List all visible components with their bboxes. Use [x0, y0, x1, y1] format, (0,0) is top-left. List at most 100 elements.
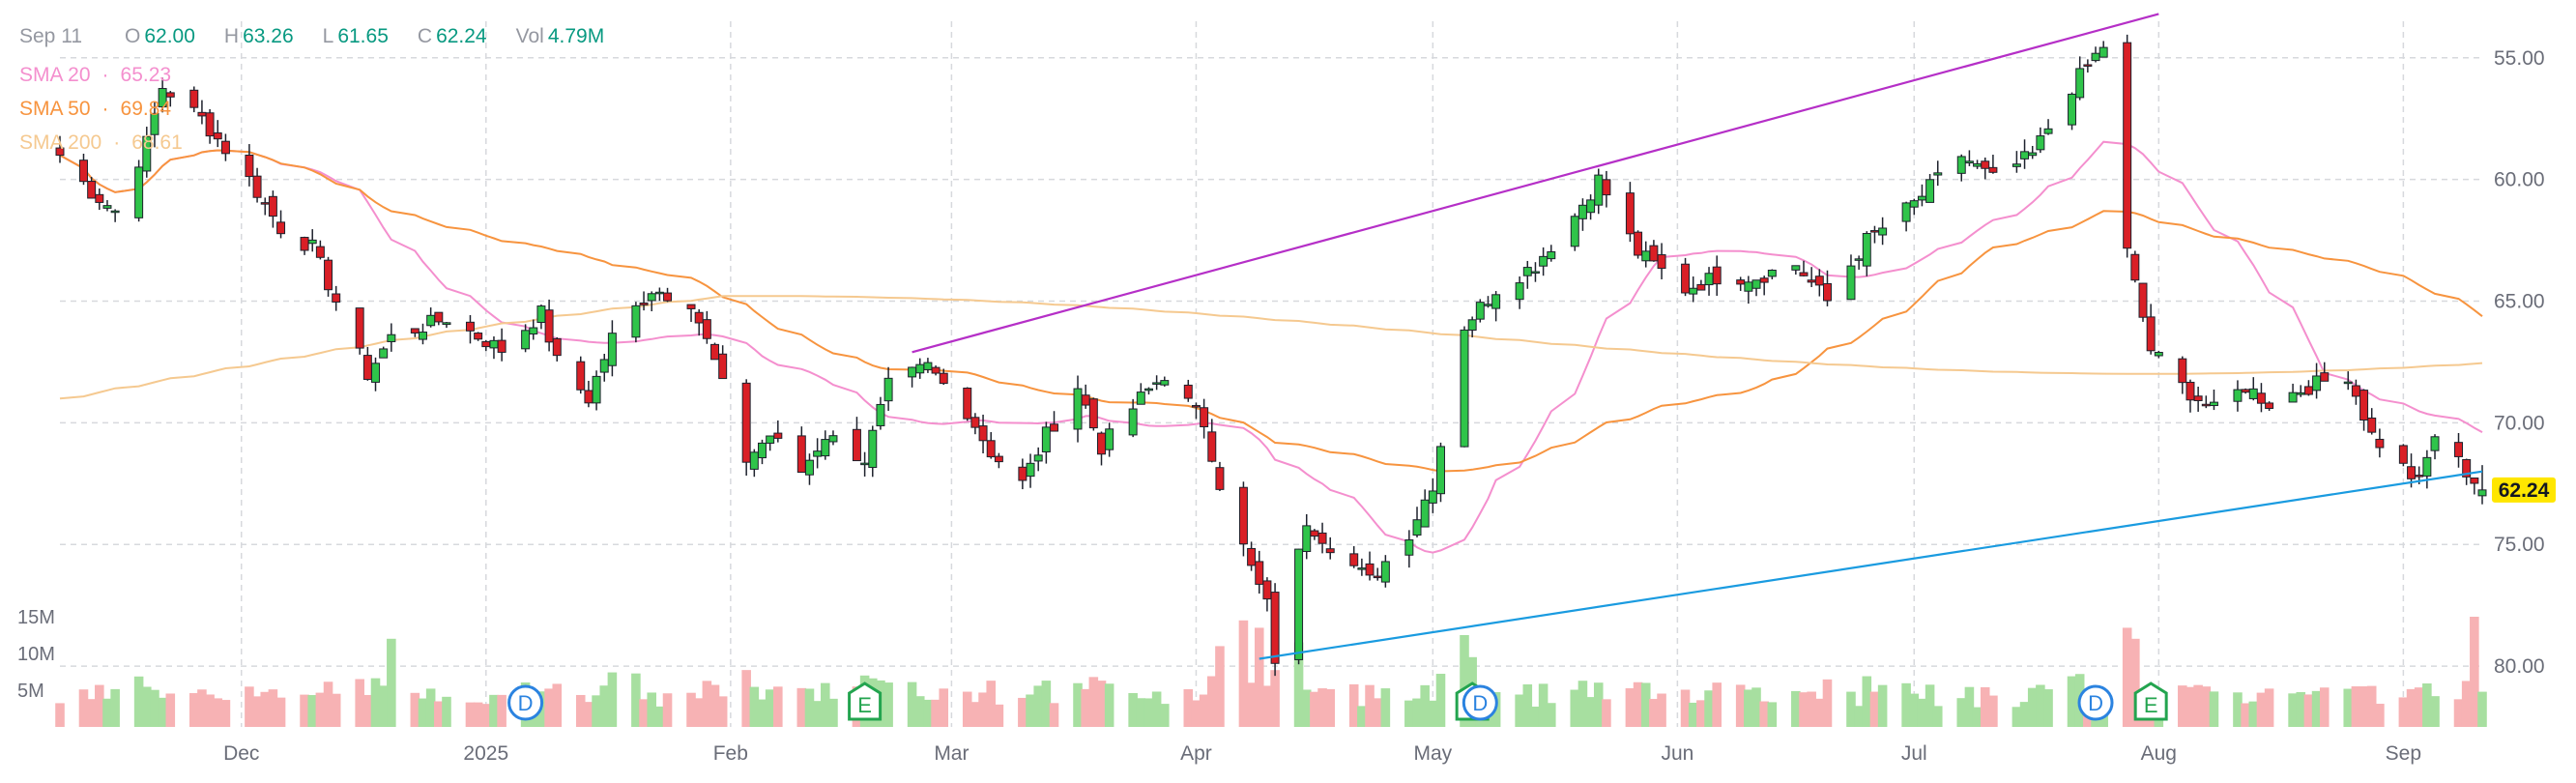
candle-body: [268, 195, 277, 218]
candle-body: [1862, 233, 1871, 267]
candle-body: [165, 92, 175, 98]
volume-bar: [1183, 688, 1194, 727]
volume-bar: [165, 693, 176, 727]
candle: [1539, 246, 1548, 276]
volume-bar: [1570, 689, 1580, 727]
candle-body: [1925, 179, 1935, 203]
volume-bar: [1593, 682, 1604, 727]
candle: [102, 200, 112, 212]
volume-bar: [1751, 687, 1761, 727]
candle-body: [1570, 216, 1579, 247]
candle: [2398, 444, 2408, 467]
candle: [631, 302, 641, 343]
volume-bar: [1680, 689, 1691, 727]
candle: [332, 285, 341, 311]
volume-bar: [592, 695, 601, 727]
volume-bar: [1018, 697, 1028, 727]
dividend-label: D: [2088, 691, 2103, 715]
candle: [986, 432, 996, 459]
candle: [2241, 388, 2250, 394]
candle-body: [1302, 525, 1312, 552]
candle-body: [1791, 265, 1801, 271]
candle-body: [2193, 395, 2203, 401]
volume-bar: [1160, 704, 1170, 727]
volume-bar: [2296, 691, 2306, 727]
candle-body: [197, 111, 207, 117]
candle-body: [1696, 283, 1706, 291]
sma-200-legend[interactable]: SMA 200 · 68.61: [19, 131, 183, 154]
volume-bar: [323, 682, 333, 727]
candle-body: [379, 348, 389, 359]
candle: [1349, 546, 1359, 568]
candle: [1594, 168, 1604, 215]
candle: [324, 256, 333, 297]
candle: [2138, 282, 2148, 322]
candle: [852, 417, 861, 462]
volume-bar: [2201, 686, 2212, 727]
candle: [663, 287, 673, 303]
candle: [1547, 245, 1556, 262]
volume-bar: [86, 699, 97, 727]
candle: [1467, 316, 1477, 338]
volume-bar: [158, 697, 167, 727]
candle: [1570, 213, 1579, 251]
candle-body: [1160, 380, 1170, 386]
trendlines[interactable]: [912, 13, 2483, 660]
volume-bar: [1925, 684, 1935, 727]
volume-bar: [2043, 689, 2053, 727]
sma-20-legend[interactable]: SMA 20 · 65.23: [19, 64, 172, 86]
candle: [1380, 555, 1390, 588]
candle-body: [915, 363, 925, 374]
candle: [908, 366, 917, 388]
candle: [410, 328, 420, 337]
candle: [79, 153, 88, 186]
earnings-label: E: [857, 693, 872, 717]
candle: [426, 307, 436, 328]
dividend-marker[interactable]: D: [2077, 684, 2114, 721]
volume-bar: [1104, 683, 1114, 727]
volume-bar: [2351, 686, 2361, 727]
candle: [2422, 450, 2432, 489]
candle-body: [1515, 282, 1524, 301]
candle: [2130, 250, 2140, 283]
candle-body: [1577, 204, 1587, 219]
candle-body: [332, 293, 341, 303]
sma-50-legend[interactable]: SMA 50 · 69.84: [19, 98, 172, 120]
volume-bar: [1546, 703, 1556, 727]
volume-bar: [2036, 684, 2045, 727]
trendline-lower[interactable]: [1259, 470, 2483, 660]
volume-bar: [1033, 685, 1043, 727]
candle: [1238, 481, 1248, 557]
candle: [828, 430, 838, 446]
candle: [1026, 453, 1035, 488]
candle-body: [426, 314, 436, 327]
dividend-marker[interactable]: D: [507, 684, 544, 721]
candle: [718, 345, 728, 380]
candle: [1097, 431, 1106, 466]
volume-bar: [647, 692, 656, 727]
candle-body: [1759, 277, 1769, 283]
last-price-badge: [2492, 477, 2556, 503]
candle: [1270, 583, 1280, 677]
dividend-marker[interactable]: D: [1462, 684, 1498, 721]
volume-bar: [1515, 694, 1524, 727]
legend-close: 62.24: [436, 25, 487, 47]
volume-bar: [2067, 676, 2077, 727]
earnings-marker[interactable]: E: [848, 682, 883, 721]
candle-body: [1183, 384, 1193, 399]
earnings-marker[interactable]: E: [2133, 682, 2168, 721]
candle: [521, 324, 531, 353]
candle-body: [252, 175, 262, 198]
volume-bar: [2248, 701, 2259, 727]
volume-bar: [489, 694, 499, 727]
candle: [1862, 231, 1871, 276]
trendline-upper[interactable]: [912, 13, 2159, 354]
candle-body: [489, 339, 499, 349]
candle-body: [749, 451, 759, 470]
candle: [245, 144, 254, 187]
candle-body: [1964, 160, 1974, 164]
event-markers[interactable]: DEEDDE: [507, 682, 2168, 721]
volume-bar: [2406, 688, 2417, 727]
